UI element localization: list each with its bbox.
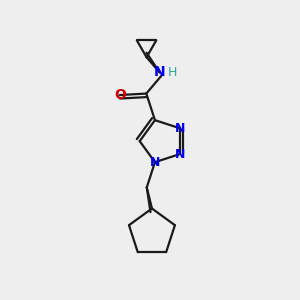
Text: N: N	[175, 148, 185, 160]
Text: N: N	[150, 156, 160, 169]
Text: H: H	[168, 66, 178, 79]
Text: N: N	[175, 122, 185, 135]
Text: N: N	[154, 65, 165, 80]
Text: O: O	[114, 88, 126, 102]
